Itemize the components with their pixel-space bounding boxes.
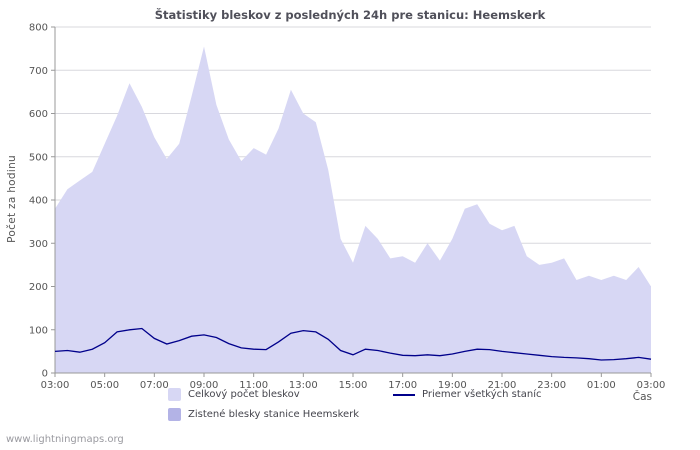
svg-text:15:00: 15:00 xyxy=(339,380,368,388)
svg-text:700: 700 xyxy=(29,66,48,77)
svg-text:03:00: 03:00 xyxy=(41,380,70,388)
svg-text:05:00: 05:00 xyxy=(90,380,119,388)
legend-swatch-station xyxy=(168,408,181,421)
svg-text:200: 200 xyxy=(29,282,48,293)
legend-swatch-average xyxy=(393,393,415,396)
svg-text:07:00: 07:00 xyxy=(140,380,169,388)
svg-text:100: 100 xyxy=(29,325,48,336)
svg-text:21:00: 21:00 xyxy=(488,380,517,388)
legend-item-station: Zistené blesky stanice Heemskerk xyxy=(168,408,393,421)
svg-text:11:00: 11:00 xyxy=(239,380,268,388)
chart-svg: 0 100 200 300 400 500 600 700 800 03:00 05:00 07:00… xyxy=(29,23,666,389)
legend: Celkový počet bleskov Priemer všetkých s… xyxy=(168,388,542,421)
svg-text:400: 400 xyxy=(29,196,48,207)
legend-item-average: Priemer všetkých staníc xyxy=(393,388,542,401)
legend-item-total: Celkový počet bleskov xyxy=(168,388,393,401)
legend-swatch-total xyxy=(168,388,181,401)
svg-text:19:00: 19:00 xyxy=(438,380,467,388)
svg-text:17:00: 17:00 xyxy=(388,380,417,388)
svg-text:01:00: 01:00 xyxy=(587,380,616,388)
legend-label-station: Zistené blesky stanice Heemskerk xyxy=(188,409,360,420)
legend-label-average: Priemer všetkých staníc xyxy=(422,389,542,400)
svg-text:09:00: 09:00 xyxy=(190,380,219,388)
x-axis-label: Čas xyxy=(632,391,652,403)
svg-text:300: 300 xyxy=(29,239,48,250)
svg-text:13:00: 13:00 xyxy=(289,380,318,388)
svg-text:03:00: 03:00 xyxy=(637,380,666,388)
svg-text:23:00: 23:00 xyxy=(537,380,566,388)
svg-text:0: 0 xyxy=(42,369,48,380)
svg-text:800: 800 xyxy=(29,23,48,34)
svg-text:600: 600 xyxy=(29,109,48,120)
chart-title: Štatistiky bleskov z posledných 24h pre … xyxy=(154,8,546,22)
legend-label-total: Celkový počet bleskov xyxy=(188,389,300,400)
watermark: www.lightningmaps.org xyxy=(6,434,124,445)
svg-text:500: 500 xyxy=(29,152,48,163)
